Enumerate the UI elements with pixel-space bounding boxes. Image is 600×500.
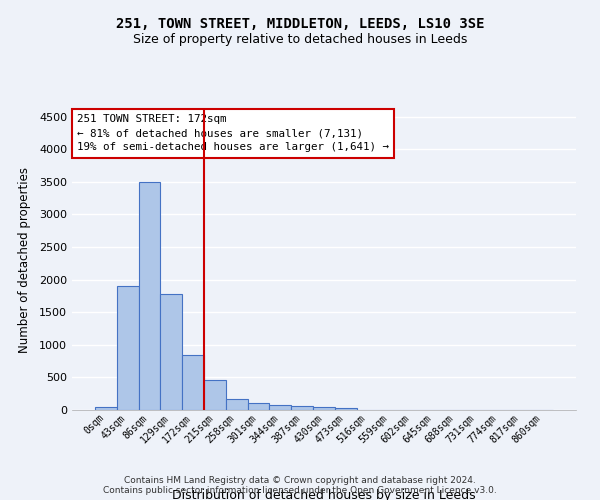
Bar [248,404,269,410]
Bar [160,294,182,410]
Y-axis label: Number of detached properties: Number of detached properties [17,167,31,353]
X-axis label: Distribution of detached houses by size in Leeds: Distribution of detached houses by size … [172,489,476,500]
Bar [335,408,357,410]
Bar [139,182,160,410]
Bar [95,408,117,410]
Bar [313,407,335,410]
Text: Size of property relative to detached houses in Leeds: Size of property relative to detached ho… [133,32,467,46]
Bar [291,406,313,410]
Bar [117,286,139,410]
Text: 251, TOWN STREET, MIDDLETON, LEEDS, LS10 3SE: 251, TOWN STREET, MIDDLETON, LEEDS, LS10… [116,18,484,32]
Bar [226,399,248,410]
Bar [182,354,204,410]
Bar [204,380,226,410]
Text: Contains HM Land Registry data © Crown copyright and database right 2024.
Contai: Contains HM Land Registry data © Crown c… [103,476,497,495]
Text: 251 TOWN STREET: 172sqm
← 81% of detached houses are smaller (7,131)
19% of semi: 251 TOWN STREET: 172sqm ← 81% of detache… [77,114,389,152]
Bar [269,406,291,410]
